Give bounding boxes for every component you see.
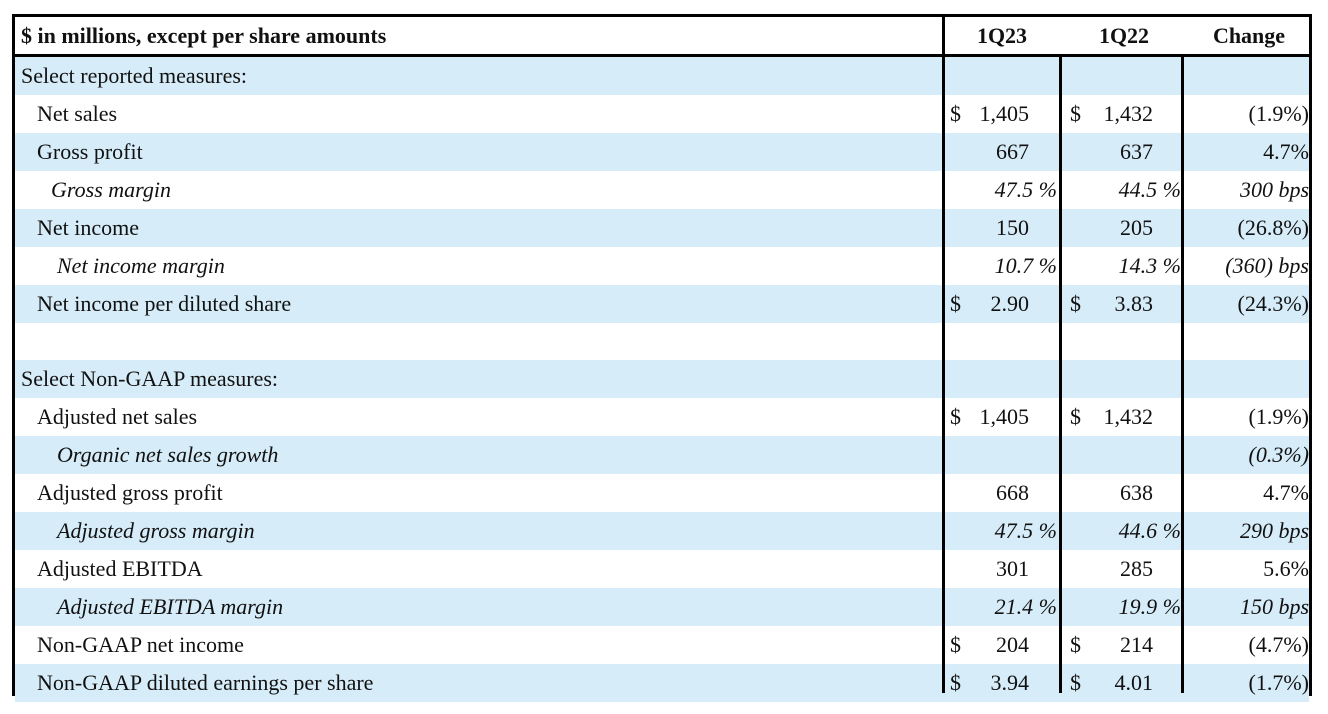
value-1q22: 285	[1120, 556, 1153, 581]
value-1q22: 205	[1120, 215, 1153, 240]
value-change: 4.7%	[1263, 139, 1309, 164]
value-1q22: 638	[1120, 480, 1153, 505]
currency-symbol: $	[1070, 101, 1081, 126]
row-label: Organic net sales growth	[57, 442, 279, 467]
value-change: (4.7%)	[1248, 632, 1309, 657]
table-row: Adjusted gross profit 668 638 4.7%	[15, 474, 1309, 512]
row-label: Adjusted gross margin	[57, 518, 255, 543]
table-row: Net income per diluted share $2.90 $3.83…	[15, 285, 1309, 323]
currency-symbol: $	[950, 632, 961, 657]
value-1q23: 3.94	[990, 670, 1030, 695]
value-1q22: 3.83	[1114, 291, 1154, 316]
currency-symbol: $	[950, 404, 961, 429]
value-1q22: 637	[1120, 139, 1153, 164]
row-label: Non-GAAP net income	[37, 632, 244, 657]
table-row: Non-GAAP net income $204 $214 (4.7%)	[15, 626, 1309, 664]
value-1q23: 1,405	[979, 404, 1030, 429]
currency-symbol: $	[950, 291, 961, 316]
table-row: Net sales $1,405 $1,432 (1.9%)	[15, 95, 1309, 133]
value-1q22: 1,432	[1103, 404, 1154, 429]
value-1q23: 10.7 %	[994, 253, 1057, 278]
value-change: 150 bps	[1239, 594, 1309, 619]
column-divider	[1059, 57, 1062, 693]
table-row: Adjusted net sales $1,405 $1,432 (1.9%)	[15, 398, 1309, 436]
value-1q23: 668	[996, 480, 1029, 505]
header-change: Change	[1212, 22, 1286, 48]
header-label: $ in millions, except per share amounts	[21, 22, 387, 48]
row-label: Net income	[37, 215, 140, 240]
header-1q23: 1Q23	[976, 22, 1028, 48]
row-label: Adjusted EBITDA	[37, 556, 203, 581]
value-1q23: 204	[996, 632, 1029, 657]
value-change: (1.9%)	[1248, 404, 1309, 429]
currency-symbol: $	[1070, 670, 1081, 695]
table-row: Gross profit 667 637 4.7%	[15, 133, 1309, 171]
row-label: Adjusted gross profit	[37, 480, 223, 505]
column-divider	[942, 17, 945, 693]
value-change: (360) bps	[1225, 253, 1309, 278]
value-change: (0.3%)	[1248, 442, 1309, 467]
section-row-reported: Select reported measures:	[15, 57, 1309, 95]
value-change: (1.9%)	[1248, 101, 1309, 126]
value-1q22: 14.3 %	[1118, 253, 1181, 278]
value-1q23: 2.90	[990, 291, 1030, 316]
table-row: Gross margin 47.5 % 44.5 % 300 bps	[15, 171, 1309, 209]
row-label: Adjusted net sales	[37, 404, 198, 429]
table-row: Non-GAAP diluted earnings per share $3.9…	[15, 664, 1309, 702]
value-1q23: 47.5 %	[994, 177, 1057, 202]
value-1q23: 667	[996, 139, 1029, 164]
table-row: Organic net sales growth (0.3%)	[15, 436, 1309, 474]
currency-symbol: $	[1070, 404, 1081, 429]
value-change: 300 bps	[1239, 177, 1309, 202]
section-row-nongaap: Select Non-GAAP measures:	[15, 360, 1309, 398]
spacer-row	[15, 323, 1309, 361]
row-label: Gross profit	[37, 139, 143, 164]
row-label: Non-GAAP diluted earnings per share	[37, 670, 374, 695]
table-row: Adjusted EBITDA margin 21.4 % 19.9 % 150…	[15, 588, 1309, 626]
value-1q23: 150	[996, 215, 1029, 240]
value-change: 290 bps	[1239, 518, 1309, 543]
section-title-reported: Select reported measures:	[21, 63, 248, 88]
row-label: Net sales	[37, 101, 118, 126]
value-1q22: 214	[1120, 632, 1153, 657]
value-1q22: 1,432	[1103, 101, 1154, 126]
column-divider	[1181, 57, 1184, 693]
table-row: Net income 150 205 (26.8%)	[15, 209, 1309, 247]
value-1q23: 301	[996, 556, 1029, 581]
header-1q22: 1Q22	[1098, 22, 1150, 48]
value-change: 4.7%	[1263, 480, 1309, 505]
currency-symbol: $	[950, 670, 961, 695]
table-row: Net income margin 10.7 % 14.3 % (360) bp…	[15, 247, 1309, 285]
value-1q22: 44.5 %	[1118, 177, 1181, 202]
currency-symbol: $	[950, 101, 961, 126]
currency-symbol: $	[1070, 291, 1081, 316]
value-1q23: 47.5 %	[994, 518, 1057, 543]
value-1q22: 19.9 %	[1118, 594, 1181, 619]
value-1q22: 4.01	[1114, 670, 1154, 695]
financial-summary-table: $ in millions, except per share amounts …	[12, 14, 1312, 702]
value-1q22: 44.6 %	[1118, 518, 1181, 543]
value-change: (1.7%)	[1248, 670, 1309, 695]
row-label: Gross margin	[51, 177, 172, 202]
table-row: Adjusted gross margin 47.5 % 44.6 % 290 …	[15, 512, 1309, 550]
value-1q23: 1,405	[979, 101, 1030, 126]
row-label: Net income per diluted share	[37, 291, 292, 316]
row-label: Adjusted EBITDA margin	[57, 594, 284, 619]
value-change: (26.8%)	[1237, 215, 1309, 240]
table-row: Adjusted EBITDA 301 285 5.6%	[15, 550, 1309, 588]
table-header: $ in millions, except per share amounts …	[15, 17, 1309, 57]
currency-symbol: $	[1070, 632, 1081, 657]
value-change: (24.3%)	[1237, 291, 1309, 316]
section-title-nongaap: Select Non-GAAP measures:	[21, 366, 279, 391]
value-1q23: 21.4 %	[994, 594, 1057, 619]
value-change: 5.6%	[1263, 556, 1309, 581]
row-label: Net income margin	[57, 253, 225, 278]
